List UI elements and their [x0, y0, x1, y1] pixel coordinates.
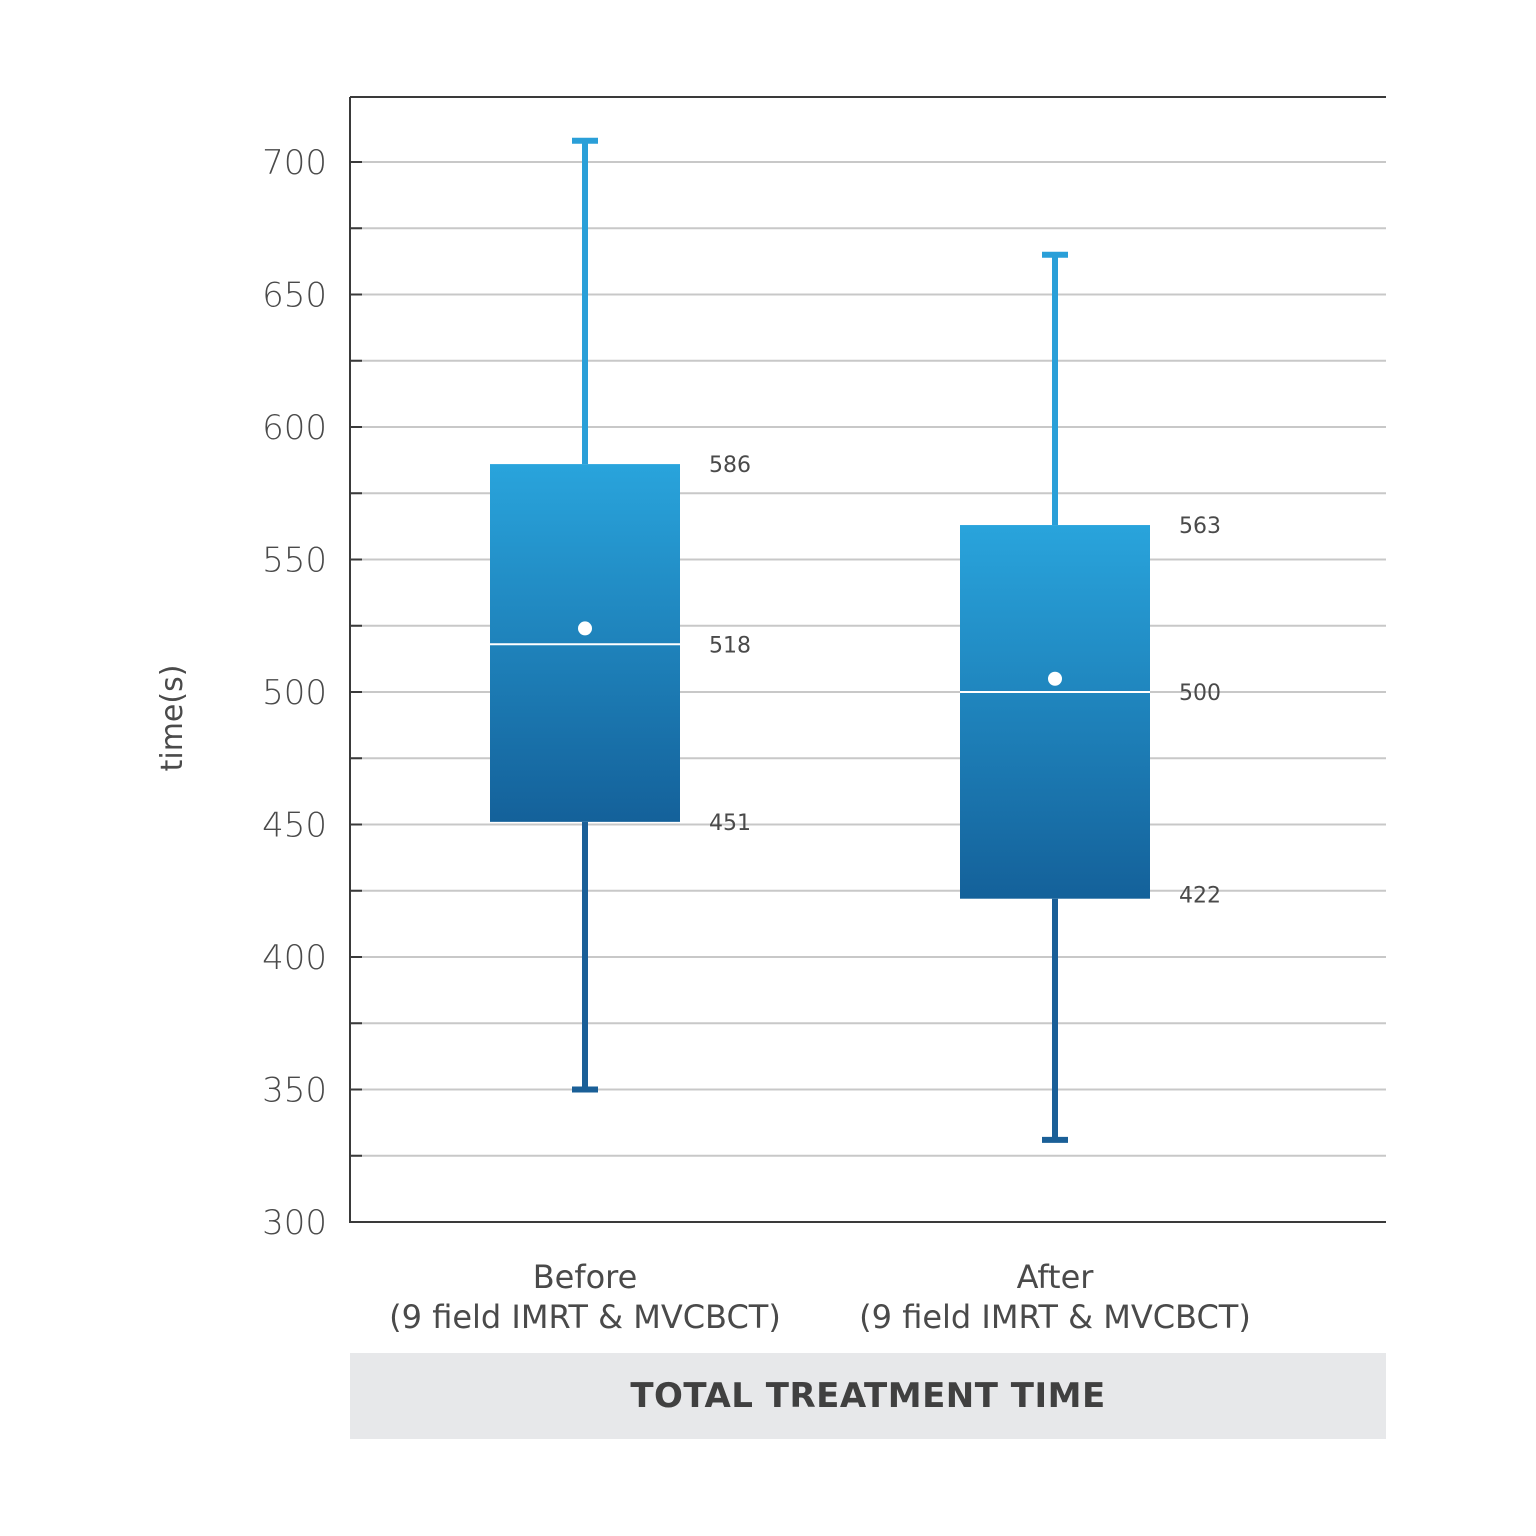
- y-axis-label: time(s): [155, 665, 190, 772]
- mean-marker: [578, 621, 592, 636]
- box-before: 586 518 451: [490, 137, 751, 1093]
- y-tick-label: 700: [262, 143, 327, 183]
- boxes: 586 518 451 563 500 422: [490, 137, 1221, 1143]
- q3-value-label: 563: [1179, 514, 1221, 539]
- y-tick-label: 650: [262, 276, 327, 316]
- median-value-label: 500: [1179, 681, 1221, 706]
- iqr-box: [960, 525, 1150, 899]
- box-after: 563 500 422: [960, 251, 1221, 1143]
- chart-title: TOTAL TREATMENT TIME: [630, 1376, 1106, 1416]
- chart-title-bar: TOTAL TREATMENT TIME: [350, 1353, 1386, 1439]
- category-labels: Before(9 field IMRT & MVCBCT)After(9 fie…: [389, 1258, 1251, 1336]
- category-label-line: Before: [533, 1258, 638, 1296]
- iqr-box: [490, 464, 680, 822]
- category-label-line: After: [1017, 1258, 1095, 1296]
- median-value-label: 518: [709, 633, 751, 658]
- y-tick-labels: 300 350 400 450 500 550 600 650 700: [262, 143, 327, 1243]
- y-tick-label: 450: [262, 806, 327, 846]
- y-tick-label: 500: [262, 673, 327, 713]
- category-label-line: (9 field IMRT & MVCBCT): [389, 1298, 781, 1336]
- mean-marker: [1048, 671, 1062, 686]
- grid-lines: [350, 161, 1386, 1157]
- y-tick-label: 350: [262, 1071, 327, 1111]
- q1-value-label: 451: [709, 811, 751, 836]
- category-label-line: (9 field IMRT & MVCBCT): [859, 1298, 1251, 1336]
- y-tick-label: 400: [262, 938, 327, 978]
- y-tick-label: 550: [262, 541, 327, 581]
- q1-value-label: 422: [1179, 884, 1221, 909]
- y-tick-label: 600: [262, 408, 327, 448]
- y-tick-label: 300: [262, 1203, 327, 1243]
- axes: [349, 96, 1386, 1223]
- q3-value-label: 586: [709, 453, 751, 478]
